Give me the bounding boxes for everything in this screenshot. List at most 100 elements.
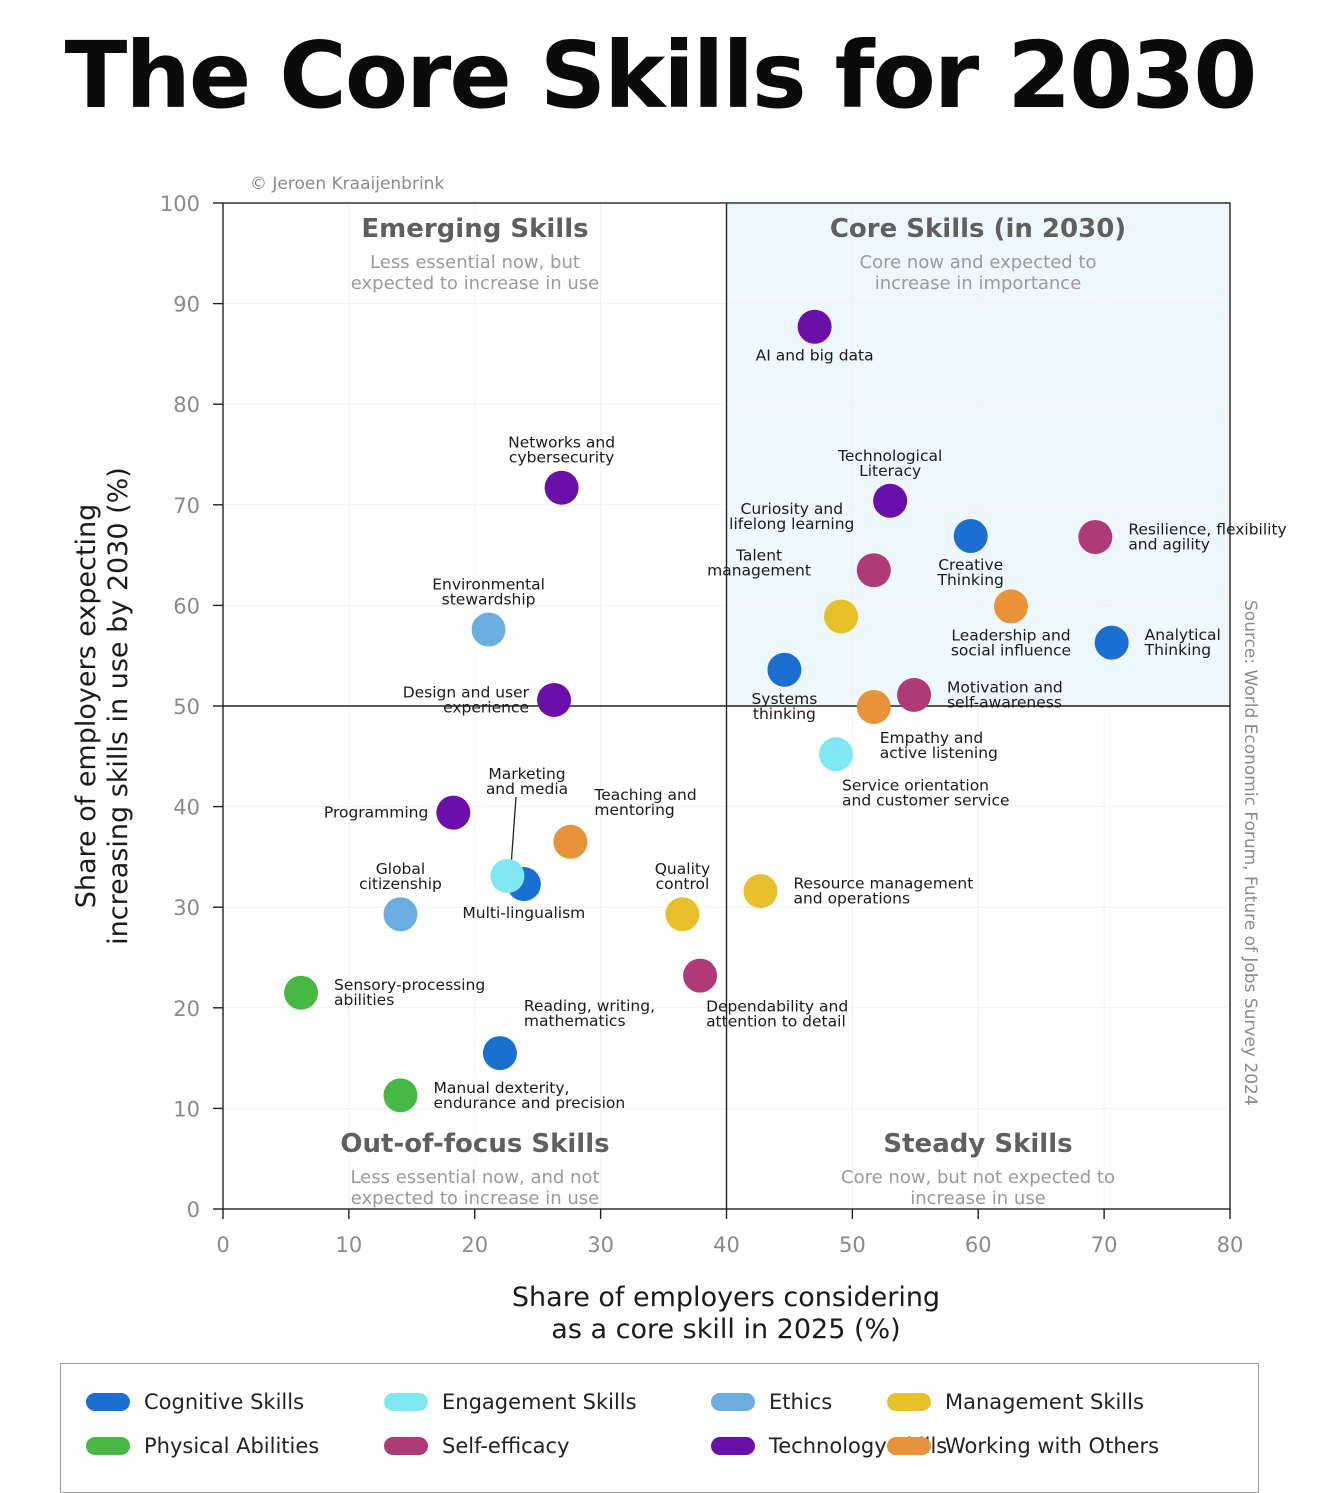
- point-label: and media: [486, 780, 568, 798]
- x-tick-label: 80: [1217, 1233, 1244, 1257]
- point-curiosity-and-lifelong-learning: [856, 553, 891, 588]
- x-tick-label: 70: [1091, 1233, 1118, 1257]
- point-label: Sensory-processing: [334, 976, 485, 994]
- x-axis-label: Share of employers considering: [512, 1282, 940, 1313]
- source-note-text: Source: World Economic Forum, Future of …: [1240, 600, 1260, 1106]
- point-label: Resource management: [793, 875, 973, 893]
- legend-swatch: [86, 1437, 130, 1455]
- point-label: Systems: [751, 690, 817, 708]
- point-label: endurance and precision: [433, 1094, 625, 1112]
- point-label: Motivation and: [947, 678, 1063, 696]
- legend-item-self-efficacy: Self-efficacy: [384, 1434, 570, 1458]
- point-label: and customer service: [842, 791, 1010, 809]
- y-tick-label: 60: [173, 594, 200, 618]
- legend-swatch: [384, 1437, 428, 1455]
- legend-item-ethics: Ethics: [711, 1390, 832, 1414]
- legend-swatch: [384, 1393, 428, 1411]
- y-tick-label: 90: [173, 293, 200, 317]
- point-teaching-and-mentoring: [553, 824, 588, 859]
- legend-swatch: [711, 1393, 755, 1411]
- point-label: Global: [376, 860, 425, 878]
- point-label: self-awareness: [947, 693, 1062, 711]
- point-label: active listening: [880, 744, 998, 762]
- quadrant-subtitle-steady: Core now, but not expected to: [841, 1167, 1115, 1188]
- point-label: Resilience, flexibility: [1128, 520, 1286, 538]
- point-resilience-flexibility-and-agility: [1078, 519, 1113, 554]
- point-label: Quality: [655, 860, 710, 878]
- point-label: Thinking: [1144, 641, 1211, 659]
- scatter-chart: 0 10 20 30 40 50 60 70 80 0 10 20 30 40 50 60 70 80 90 100 S…: [71, 174, 1287, 1345]
- y-tick-label: 20: [173, 997, 200, 1021]
- quadrant-subtitle-emerging: Less essential now, but: [370, 252, 580, 273]
- point-service-orientation-and-customer-service: [819, 737, 854, 772]
- y-tick-label: 30: [173, 896, 200, 920]
- legend-label: Working with Others: [945, 1434, 1160, 1458]
- y-tick-label: 100: [160, 192, 200, 216]
- y-tick-label: 70: [173, 494, 200, 518]
- point-label: mathematics: [524, 1012, 626, 1030]
- point-dependability-and-attention-to-detail: [683, 958, 718, 993]
- point-label: Thinking: [937, 571, 1004, 589]
- point-label: lifelong learning: [729, 515, 854, 533]
- y-tick-label: 40: [173, 796, 200, 820]
- source-note: Source: World Economic Forum, Future of …: [1240, 600, 1260, 1106]
- quadrant-subtitle-steady: increase in use: [910, 1188, 1046, 1209]
- point-label: abilities: [334, 991, 394, 1009]
- x-tick-label: 50: [839, 1233, 866, 1257]
- point-label: attention to detail: [706, 1013, 846, 1031]
- x-tick-label: 0: [216, 1233, 229, 1257]
- point-environmental-stewardship: [471, 612, 506, 647]
- point-label: Networks and: [508, 434, 615, 452]
- point-creative-thinking: [953, 518, 988, 553]
- copyright-note: © Jeroen Kraaijenbrink: [250, 174, 444, 194]
- point-resource-management-and-operations: [743, 874, 778, 909]
- point-leadership-and-social-influence: [993, 589, 1028, 624]
- point-label: Service orientation: [842, 776, 989, 794]
- point-label: thinking: [753, 705, 816, 723]
- point-label: Leadership and: [951, 626, 1070, 644]
- point-label: social influence: [951, 641, 1071, 659]
- point-analytical-thinking: [1094, 625, 1129, 660]
- legend-item-working-with-others: Working with Others: [887, 1434, 1159, 1458]
- chart-title: The Core Skills for 2030: [64, 22, 1258, 129]
- legend-label: Cognitive Skills: [144, 1390, 305, 1414]
- x-tick-label: 20: [461, 1233, 488, 1257]
- point-systems-thinking: [767, 652, 802, 687]
- y-tick-label: 80: [173, 393, 200, 417]
- quadrant-subtitle-out-of-focus: expected to increase in use: [351, 1188, 599, 1209]
- legend-item-cognitive-skills: Cognitive Skills: [86, 1390, 304, 1414]
- point-ai-and-big-data: [797, 309, 832, 344]
- legend-label: Ethics: [769, 1390, 833, 1414]
- point-design-and-user-experience: [537, 682, 572, 717]
- point-label: Manual dexterity,: [433, 1079, 569, 1097]
- point-label: and agility: [1128, 535, 1210, 553]
- legend-swatch: [86, 1393, 130, 1411]
- quadrant-subtitle-emerging: expected to increase in use: [351, 273, 599, 294]
- point-label: and operations: [793, 890, 910, 908]
- x-tick-label: 40: [713, 1233, 740, 1257]
- x-axis-label: as a core skill in 2025 (%): [551, 1314, 900, 1345]
- point-label: Talent: [735, 546, 782, 564]
- point-sensory-processing-abilities: [284, 975, 319, 1010]
- y-axis-label: Share of employers expecting increasing s…: [71, 467, 134, 945]
- point-label: Analytical: [1145, 626, 1221, 644]
- point-label: Literacy: [859, 462, 921, 480]
- point-label: Programming: [324, 804, 428, 822]
- legend-swatch: [711, 1437, 755, 1455]
- point-label: AI and big data: [756, 347, 874, 365]
- legend-label: Self-efficacy: [442, 1434, 570, 1458]
- point-label: Reading, writing,: [524, 997, 655, 1015]
- y-tick-label: 10: [173, 1097, 200, 1121]
- point-label: control: [656, 875, 710, 893]
- quadrant-title-emerging: Emerging Skills: [361, 214, 588, 244]
- quadrant-title-core: Core Skills (in 2030): [830, 214, 1126, 244]
- point-label: experience: [443, 698, 529, 716]
- legend-swatch: [887, 1393, 931, 1411]
- point-label: Teaching and: [593, 786, 696, 804]
- point-programming: [436, 795, 471, 830]
- quadrant-subtitle-out-of-focus: Less essential now, and not: [350, 1167, 599, 1188]
- legend-item-physical-abilities: Physical Abilities: [86, 1434, 319, 1458]
- point-label: Empathy and: [880, 729, 983, 747]
- point-label: Environmental: [432, 576, 545, 594]
- quadrant-title-out-of-focus: Out-of-focus Skills: [340, 1129, 609, 1159]
